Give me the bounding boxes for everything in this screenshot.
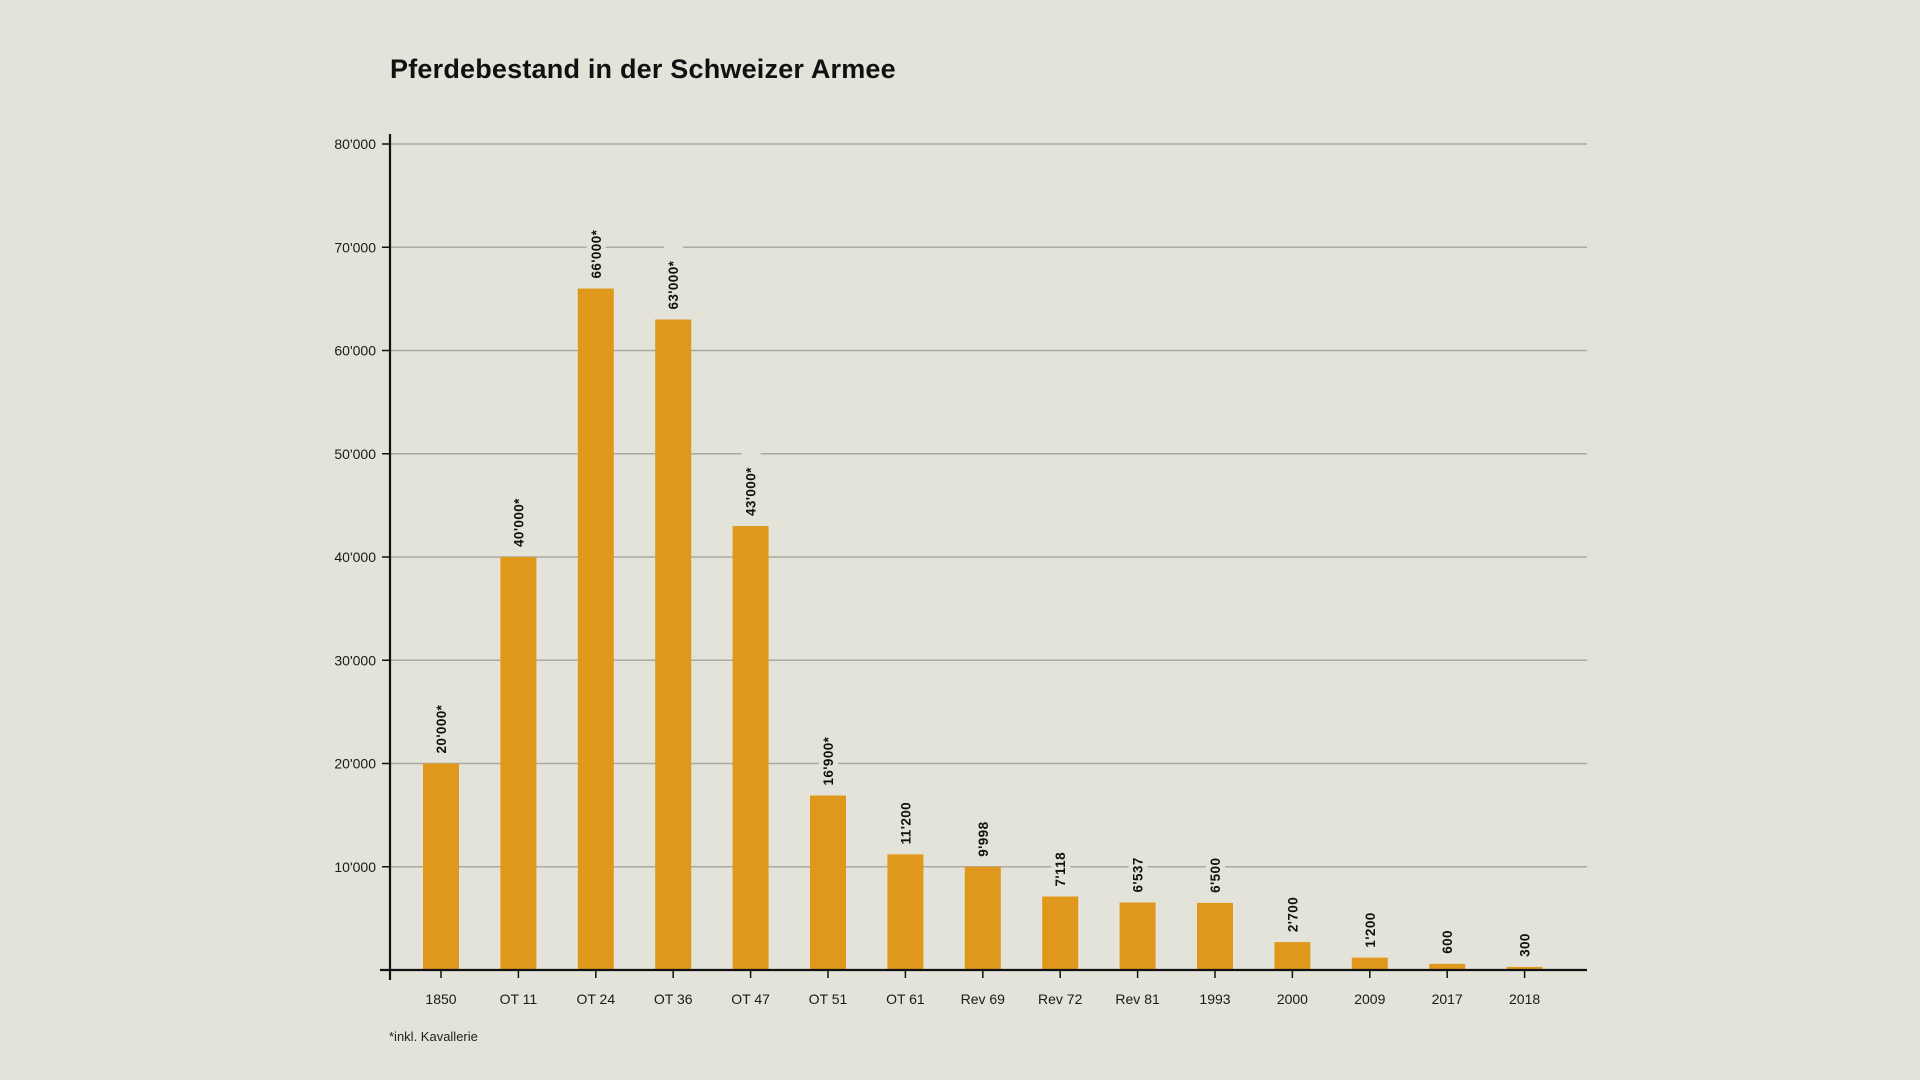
data-label-text: 300 [1518, 933, 1533, 957]
bar [887, 854, 924, 970]
x-tick-label: Rev 72 [1038, 991, 1083, 1007]
data-label-bg [509, 483, 529, 550]
data-label-text: 20'000* [434, 704, 449, 753]
bar [1042, 896, 1079, 970]
bar [655, 319, 692, 970]
data-label: 9'998 [973, 810, 993, 860]
data-label-text: 6'500 [1208, 858, 1223, 893]
y-tick-label: 30'000 [334, 652, 376, 668]
data-label: 7'118 [1051, 840, 1071, 890]
data-label-bg [1283, 886, 1303, 936]
data-label-bg [819, 722, 838, 789]
footnote: *inkl. Kavallerie [389, 1029, 478, 1044]
data-label: 300 [1515, 928, 1535, 960]
bar [500, 557, 537, 970]
data-label: 63'000* [664, 246, 684, 313]
data-label-bg [1051, 840, 1071, 890]
data-label-bg [1206, 846, 1225, 896]
data-label-bg [973, 810, 993, 860]
data-label-bg [1438, 925, 1458, 957]
x-tick-label: OT 24 [576, 991, 615, 1007]
data-label-text: 11'200 [898, 802, 913, 844]
x-tick-label: OT 51 [809, 991, 848, 1007]
chart-title: Pferdebestand in der Schweizer Armee [390, 54, 896, 84]
x-tick-label: 2017 [1432, 991, 1463, 1007]
data-label-bg [1360, 901, 1380, 951]
y-tick-label: 70'000 [334, 239, 376, 255]
bar [732, 526, 769, 970]
data-label-text: 63'000* [666, 260, 681, 309]
x-tick-label: Rev 69 [961, 991, 1006, 1007]
data-label-text: 2'700 [1285, 897, 1300, 932]
data-label: 43'000* [741, 452, 761, 520]
data-label: 6'537 [1128, 846, 1148, 896]
data-label-text: 1'200 [1363, 912, 1378, 947]
bar [1119, 902, 1156, 970]
x-tick-label: Rev 81 [1115, 991, 1160, 1007]
y-tick-label: 40'000 [334, 549, 376, 565]
data-label: 16'900* [819, 722, 838, 789]
data-label-text: 6'537 [1131, 857, 1146, 892]
bar [1429, 963, 1466, 970]
data-labels: 20'000* 40'000* 66'000* 63'000* 43'000* 16'90… [432, 215, 1535, 960]
data-label-bg [1515, 928, 1535, 960]
data-label-bg [741, 452, 761, 520]
axes: 10'000 20'000 30'000 40'000 50'000 60'000 70'0… [334, 134, 1587, 1007]
data-label-bg [1128, 846, 1148, 896]
bar [1351, 957, 1388, 970]
data-label: 20'000* [432, 690, 451, 757]
x-tick-label: OT 11 [500, 991, 538, 1007]
data-label: 6'500 [1206, 846, 1225, 896]
data-label-bg [896, 789, 916, 848]
data-label: 11'200 [896, 789, 916, 848]
bar [1274, 942, 1311, 970]
data-label: 66'000* [586, 215, 606, 282]
data-label-text: 43'000* [744, 467, 759, 516]
y-tick-label: 10'000 [334, 859, 376, 875]
bars [423, 288, 1543, 970]
y-tick-label: 80'000 [334, 136, 376, 152]
x-tick-label: OT 61 [886, 991, 925, 1007]
x-tick-label: 2018 [1509, 991, 1540, 1007]
data-label-text: 40'000* [511, 498, 526, 547]
data-label: 40'000* [509, 483, 529, 550]
data-label-text: 7'118 [1053, 852, 1068, 887]
bar [577, 288, 614, 970]
y-tick-label: 20'000 [334, 756, 376, 772]
bar [1506, 966, 1543, 970]
data-label-bg [586, 215, 606, 282]
bar [1197, 902, 1233, 970]
x-tick-label: 2000 [1277, 991, 1308, 1007]
x-tick-label: 1993 [1199, 991, 1230, 1007]
x-tick-label: 2009 [1354, 991, 1385, 1007]
bar [964, 866, 1001, 970]
bar [810, 795, 846, 970]
data-label: 1'200 [1360, 901, 1380, 951]
data-label-bg [664, 246, 684, 313]
x-tick-label: OT 47 [731, 991, 770, 1007]
data-label: 2'700 [1283, 886, 1303, 936]
data-label-text: 16'900* [821, 736, 836, 785]
data-label-bg [432, 690, 451, 757]
y-tick-label: 60'000 [334, 343, 376, 359]
data-label: 600 [1438, 925, 1458, 957]
data-label-text: 600 [1440, 930, 1455, 954]
bar [423, 763, 459, 970]
gridlines [390, 143, 1587, 868]
y-tick-label: 50'000 [334, 446, 376, 462]
x-tick-label: 1850 [425, 991, 456, 1007]
x-tick-label: OT 36 [654, 991, 693, 1007]
data-label-text: 9'998 [976, 821, 991, 856]
data-label-text: 66'000* [589, 229, 604, 278]
